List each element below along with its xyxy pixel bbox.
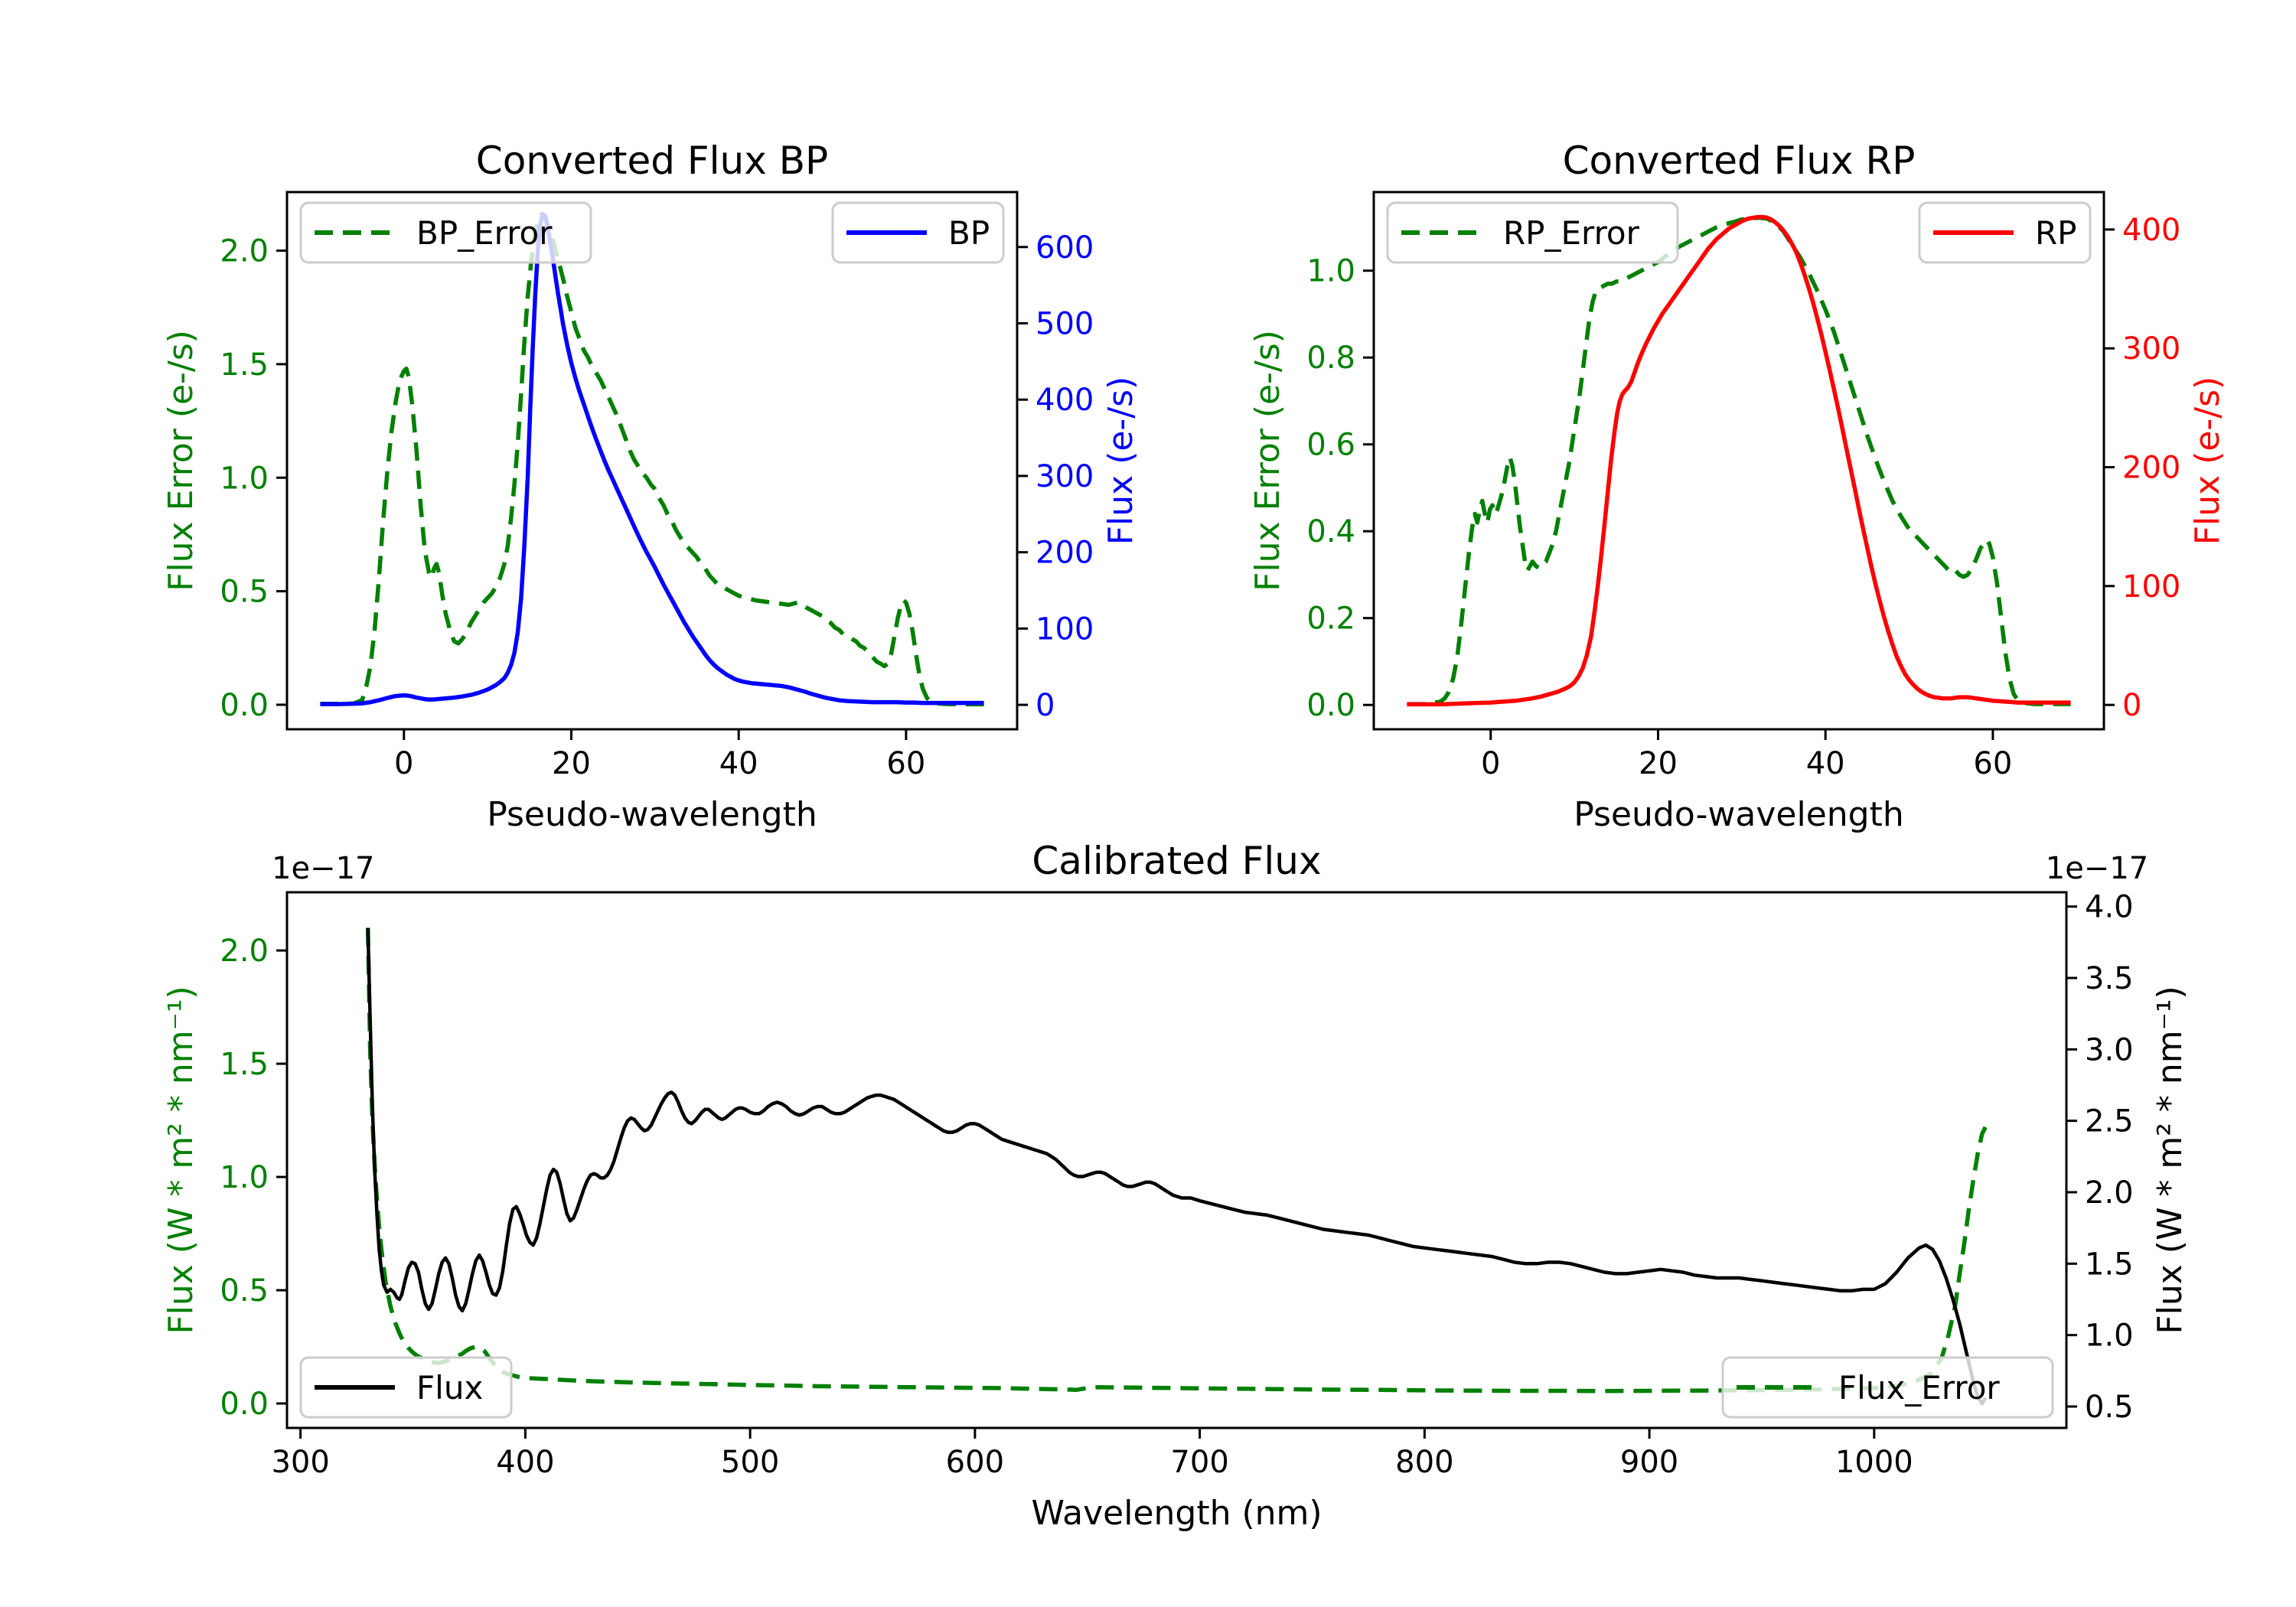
y-right-tick-label: 2.5 — [2085, 1104, 2134, 1139]
x-tick-label: 400 — [496, 1445, 554, 1480]
axes-frame — [1372, 191, 2105, 731]
y-right-axis-label: Flux (e-/s) — [2188, 376, 2227, 545]
y-left-tick-label: 1.5 — [220, 347, 269, 383]
x-axis-label: Pseudo-wavelength — [1574, 795, 1904, 834]
x-tick-label: 700 — [1170, 1445, 1228, 1480]
plot-bp: 0 20 40 60 0.0 0.5 1.0 1.5 2.0 0 100 200 300 400 500 60… — [161, 139, 1140, 834]
y-right-tick-label: 4.0 — [2085, 890, 2134, 925]
x-tick-label: 500 — [721, 1445, 779, 1480]
plot-title: Converted Flux RP — [1563, 139, 1916, 183]
y-left-axis-label: Flux Error (e-/s) — [1248, 330, 1287, 592]
x-tick-label: 60 — [1973, 746, 2012, 781]
legend-rp_error: RP_Error — [1386, 201, 1679, 264]
legend-rp: RP — [1918, 201, 2092, 264]
axes-frame — [285, 191, 1019, 731]
x-tick-label: 0 — [1481, 746, 1500, 781]
legend-flux: Flux — [299, 1356, 513, 1419]
x-tick-label: 900 — [1620, 1445, 1678, 1480]
x-tick-label: 600 — [946, 1445, 1004, 1480]
y-left-tick-label: 0.0 — [220, 1387, 269, 1422]
legend-box — [1721, 1356, 2054, 1419]
legend-label: Flux_Error — [1838, 1369, 2000, 1407]
y-right-tick-label: 500 — [1035, 307, 1094, 342]
rp_error-curve — [1407, 215, 2071, 706]
y-left-offset-text: 1e−17 — [272, 851, 374, 886]
plot-title: Converted Flux BP — [476, 139, 828, 183]
legend-bp: BP — [831, 201, 1005, 264]
legend-label: BP_Error — [416, 214, 553, 252]
y-right-axis-label: Flux (e-/s) — [1101, 376, 1140, 545]
y-right-tick-label: 600 — [1035, 230, 1094, 266]
bp_error-curve — [320, 212, 984, 707]
y-right-offset-text: 1e−17 — [2046, 851, 2148, 886]
y-left-axis-label: Flux (W * m² * nm⁻¹) — [161, 986, 201, 1334]
legend-label: RP — [2035, 214, 2077, 252]
y-left-tick-label: 2.0 — [220, 934, 269, 969]
legend-box — [299, 201, 592, 264]
y-right-tick-label: 2.0 — [2085, 1175, 2134, 1211]
y-right-tick-label: 0.5 — [2085, 1390, 2134, 1425]
y-left-tick-label: 1.0 — [1306, 254, 1355, 289]
y-right-tick-label: 300 — [2122, 331, 2180, 367]
flux_error-curve — [365, 927, 1988, 1393]
legend-label: Flux — [416, 1369, 483, 1407]
y-left-tick-label: 1.0 — [220, 461, 269, 496]
x-tick-label: 300 — [271, 1445, 329, 1480]
y-left-tick-label: 0.2 — [1306, 601, 1355, 637]
x-tick-label: 800 — [1395, 1445, 1453, 1480]
y-left-tick-label: 0.0 — [1306, 688, 1355, 723]
rp-curve — [1407, 214, 2071, 707]
x-tick-label: 20 — [1639, 746, 1678, 781]
legend-label: BP — [948, 214, 990, 252]
x-axis-label: Pseudo-wavelength — [487, 795, 817, 834]
y-right-axis-label: Flux (W * m² * nm⁻¹) — [2151, 986, 2190, 1334]
y-left-tick-label: 2.0 — [220, 234, 269, 269]
legend-box — [299, 1356, 513, 1419]
y-right-tick-label: 3.5 — [2085, 961, 2134, 996]
y-right-tick-label: 1.5 — [2085, 1247, 2134, 1282]
legend-flux_error: Flux_Error — [1721, 1356, 2054, 1419]
y-left-tick-label: 0.5 — [220, 1273, 269, 1309]
x-tick-label: 20 — [552, 746, 591, 781]
legend-bp_error: BP_Error — [299, 201, 592, 264]
plot-calibrated: 300 400 500 600 700 800 900 1000 0.0 0.5 1.0 1.5 2.0… — [161, 839, 2190, 1533]
x-tick-label: 1000 — [1835, 1445, 1913, 1480]
y-right-tick-label: 400 — [2122, 213, 2180, 248]
flux-curve — [366, 927, 1988, 1406]
y-left-tick-label: 1.5 — [220, 1047, 269, 1082]
x-axis-label: Wavelength (nm) — [1031, 1494, 1322, 1533]
x-tick-label: 0 — [394, 746, 413, 781]
plot-title: Calibrated Flux — [1032, 839, 1321, 883]
legend-box — [1386, 201, 1679, 264]
y-left-tick-label: 0.6 — [1306, 428, 1355, 463]
x-tick-label: 60 — [886, 746, 925, 781]
y-right-tick-label: 100 — [1035, 611, 1094, 647]
x-tick-label: 40 — [719, 746, 758, 781]
y-left-tick-label: 0.8 — [1306, 341, 1355, 376]
y-right-tick-label: 200 — [1035, 536, 1094, 571]
axes-frame — [285, 891, 2068, 1429]
y-right-tick-label: 100 — [2122, 569, 2180, 605]
y-right-tick-label: 0 — [1035, 688, 1055, 723]
y-left-tick-label: 1.0 — [220, 1160, 269, 1195]
y-left-axis-label: Flux Error (e-/s) — [161, 330, 201, 592]
x-tick-label: 40 — [1806, 746, 1845, 781]
y-right-tick-label: 0 — [2122, 688, 2141, 723]
y-left-tick-label: 0.5 — [220, 575, 269, 610]
bp-curve — [320, 212, 984, 706]
y-right-tick-label: 300 — [1035, 459, 1094, 494]
y-right-tick-label: 1.0 — [2085, 1319, 2134, 1354]
y-right-tick-label: 200 — [2122, 451, 2180, 486]
y-left-tick-label: 0.4 — [1306, 514, 1355, 549]
y-right-tick-label: 3.0 — [2085, 1032, 2134, 1068]
plot-rp: 0 20 40 60 0.0 0.2 0.4 0.6 0.8 1.0 0 100 200 300 400 Co… — [1248, 139, 2227, 834]
y-right-tick-label: 400 — [1035, 383, 1094, 418]
legend-label: RP_Error — [1503, 214, 1640, 252]
y-left-tick-label: 0.0 — [220, 688, 269, 723]
